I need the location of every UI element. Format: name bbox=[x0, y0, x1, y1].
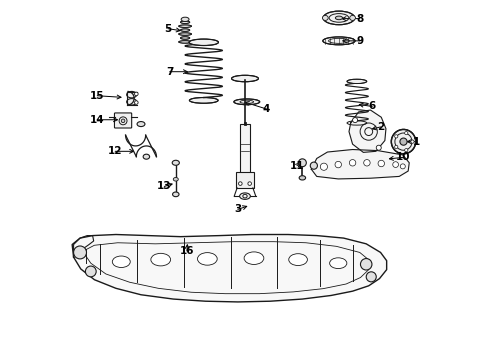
Text: 7: 7 bbox=[166, 67, 173, 77]
Ellipse shape bbox=[180, 21, 190, 23]
Ellipse shape bbox=[240, 193, 250, 199]
Ellipse shape bbox=[347, 79, 367, 84]
Ellipse shape bbox=[180, 37, 190, 39]
Ellipse shape bbox=[126, 91, 137, 98]
Ellipse shape bbox=[364, 159, 370, 166]
Ellipse shape bbox=[190, 98, 218, 103]
Text: 11: 11 bbox=[290, 161, 304, 171]
Text: 4: 4 bbox=[263, 104, 270, 114]
Text: 1: 1 bbox=[413, 137, 420, 147]
Ellipse shape bbox=[299, 176, 306, 180]
Ellipse shape bbox=[112, 256, 130, 267]
Text: 6: 6 bbox=[368, 102, 376, 112]
Ellipse shape bbox=[393, 162, 398, 167]
Ellipse shape bbox=[179, 41, 192, 43]
Ellipse shape bbox=[323, 11, 355, 25]
Text: 2: 2 bbox=[377, 122, 384, 132]
Ellipse shape bbox=[323, 37, 355, 45]
Ellipse shape bbox=[335, 16, 343, 20]
Text: 5: 5 bbox=[164, 24, 171, 34]
Ellipse shape bbox=[244, 252, 264, 265]
Ellipse shape bbox=[179, 25, 192, 27]
Ellipse shape bbox=[180, 29, 190, 31]
Ellipse shape bbox=[189, 39, 219, 45]
Ellipse shape bbox=[179, 33, 192, 35]
Ellipse shape bbox=[172, 192, 179, 197]
Ellipse shape bbox=[298, 159, 306, 167]
Ellipse shape bbox=[232, 75, 258, 82]
Polygon shape bbox=[349, 110, 386, 152]
Ellipse shape bbox=[85, 266, 96, 277]
Ellipse shape bbox=[335, 161, 342, 168]
Ellipse shape bbox=[239, 182, 242, 185]
Ellipse shape bbox=[353, 118, 358, 123]
Text: 10: 10 bbox=[395, 152, 410, 162]
Ellipse shape bbox=[400, 164, 405, 169]
FancyBboxPatch shape bbox=[115, 113, 132, 128]
Text: 8: 8 bbox=[356, 14, 364, 24]
Ellipse shape bbox=[376, 145, 381, 150]
Ellipse shape bbox=[172, 160, 179, 165]
Ellipse shape bbox=[173, 177, 178, 181]
Ellipse shape bbox=[400, 138, 407, 145]
Ellipse shape bbox=[234, 99, 260, 105]
Ellipse shape bbox=[347, 121, 367, 125]
Ellipse shape bbox=[74, 246, 87, 259]
Ellipse shape bbox=[135, 101, 138, 104]
Text: 9: 9 bbox=[356, 36, 363, 46]
Ellipse shape bbox=[181, 17, 189, 22]
Ellipse shape bbox=[394, 145, 398, 149]
Ellipse shape bbox=[411, 140, 414, 143]
Ellipse shape bbox=[320, 163, 327, 170]
Text: 13: 13 bbox=[157, 181, 171, 192]
Text: 12: 12 bbox=[108, 146, 122, 156]
Polygon shape bbox=[311, 149, 409, 179]
Ellipse shape bbox=[248, 182, 251, 185]
Ellipse shape bbox=[392, 130, 416, 154]
Bar bbox=[240, 125, 250, 173]
Text: 14: 14 bbox=[90, 115, 104, 125]
Ellipse shape bbox=[350, 15, 355, 21]
Text: 15: 15 bbox=[90, 91, 104, 101]
Ellipse shape bbox=[330, 258, 347, 269]
Ellipse shape bbox=[322, 15, 328, 21]
Ellipse shape bbox=[405, 149, 408, 152]
Bar bbox=[236, 172, 254, 188]
Ellipse shape bbox=[361, 258, 372, 270]
Ellipse shape bbox=[310, 162, 318, 169]
Ellipse shape bbox=[197, 253, 217, 265]
Ellipse shape bbox=[349, 159, 356, 166]
Ellipse shape bbox=[289, 254, 307, 266]
Text: 16: 16 bbox=[180, 246, 194, 256]
Ellipse shape bbox=[151, 253, 171, 266]
Ellipse shape bbox=[366, 272, 376, 282]
Ellipse shape bbox=[378, 160, 385, 167]
Ellipse shape bbox=[137, 122, 145, 127]
Ellipse shape bbox=[135, 92, 138, 96]
Ellipse shape bbox=[126, 99, 137, 105]
Ellipse shape bbox=[405, 131, 408, 135]
Ellipse shape bbox=[394, 135, 398, 138]
Ellipse shape bbox=[122, 119, 125, 123]
Ellipse shape bbox=[143, 154, 149, 159]
Text: 3: 3 bbox=[234, 204, 242, 215]
Polygon shape bbox=[72, 234, 387, 302]
